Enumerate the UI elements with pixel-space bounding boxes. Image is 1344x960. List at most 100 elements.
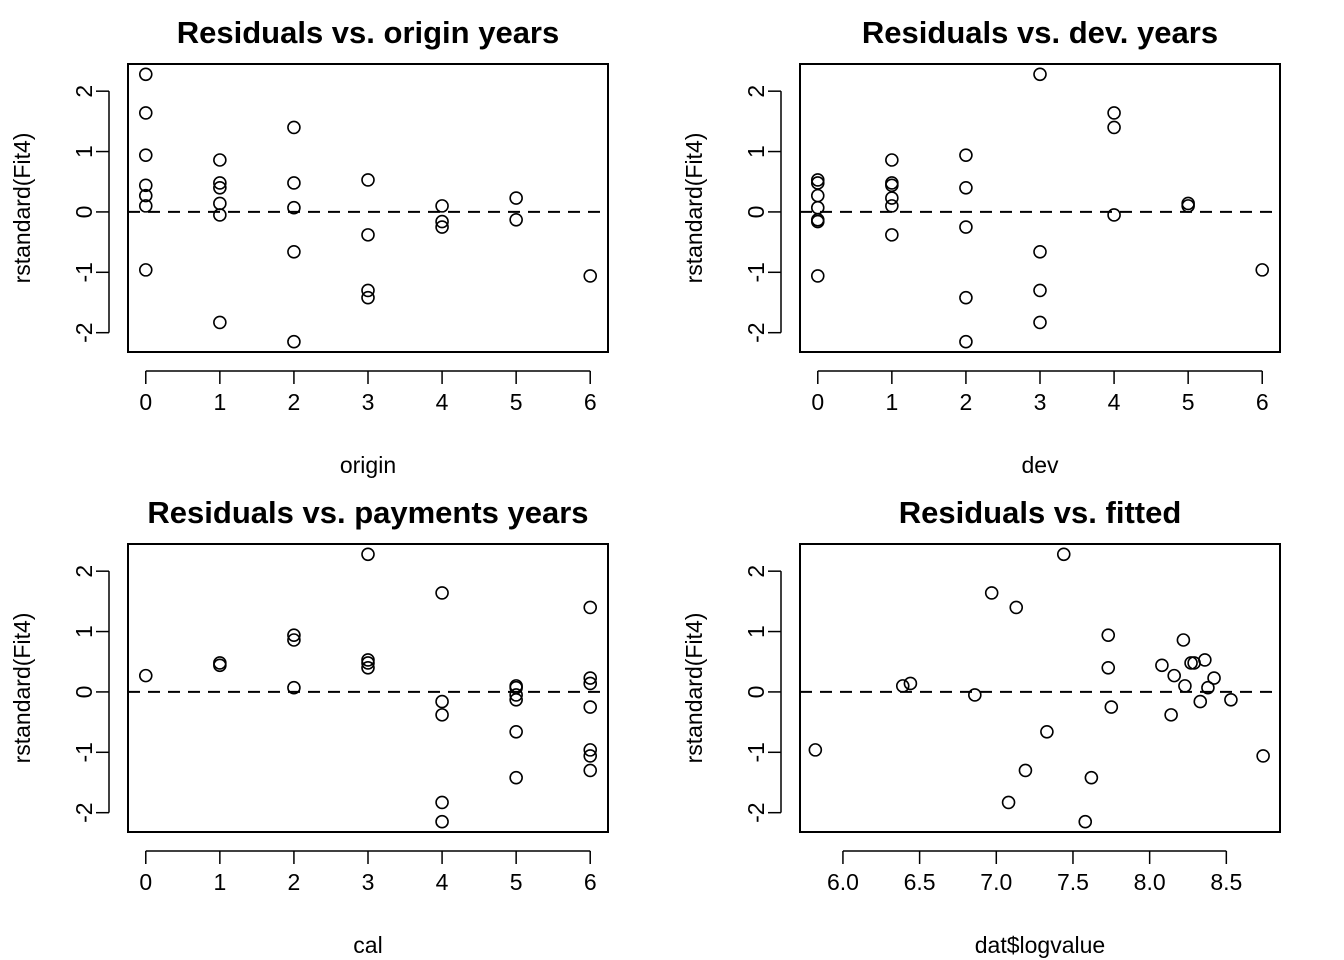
x-tick-label: 5 <box>510 389 523 415</box>
data-point <box>138 199 153 213</box>
data-point <box>1104 700 1119 714</box>
data-point <box>1040 724 1054 739</box>
data-point <box>1033 244 1047 259</box>
plot-frame <box>127 543 609 833</box>
x-tick-label: 7.0 <box>980 869 1012 895</box>
y-axis-label: rstandard(Fit4) <box>9 133 35 284</box>
x-tick-label: 3 <box>1034 389 1047 415</box>
data-point <box>138 188 153 203</box>
data-point <box>1107 120 1121 135</box>
y-tick-label: -1 <box>71 262 97 282</box>
data-point <box>810 188 825 203</box>
chart-title: Residuals vs. fitted <box>899 495 1182 530</box>
y-tick-label: -1 <box>743 742 769 762</box>
data-point <box>361 228 375 242</box>
x-tick-label: 3 <box>362 389 375 415</box>
data-point <box>1107 208 1121 222</box>
y-tick-label: 1 <box>743 625 769 638</box>
x-tick-label: 5 <box>1182 389 1195 415</box>
data-point <box>1155 658 1169 673</box>
data-point <box>213 176 227 190</box>
plot-frame <box>799 63 1281 353</box>
data-point <box>138 67 153 82</box>
x-tick-label: 1 <box>213 869 226 895</box>
y-tick-label: -2 <box>743 322 769 342</box>
data-point <box>810 173 825 187</box>
data-point <box>968 688 982 702</box>
data-point <box>213 658 227 673</box>
data-point <box>361 656 375 670</box>
data-point <box>361 173 375 187</box>
data-point <box>1181 199 1195 213</box>
x-tick-label: 6 <box>584 869 597 895</box>
data-point <box>138 263 153 277</box>
y-axis-label: rstandard(Fit4) <box>9 613 35 764</box>
x-tick-label: 0 <box>811 389 824 415</box>
data-point <box>213 208 227 222</box>
data-point <box>361 547 375 562</box>
data-point <box>885 153 899 167</box>
data-point <box>1056 547 1071 562</box>
data-point <box>885 228 899 242</box>
data-point <box>959 220 973 234</box>
data-point <box>138 148 153 162</box>
x-tick-label: 2 <box>960 389 973 415</box>
scatter-panel-1: Residuals vs. origin years 0 1 2 3 4 5 6 origin -… <box>9 15 609 478</box>
data-point <box>1033 283 1047 298</box>
x-tick-label: 0 <box>139 869 152 895</box>
x-tick-label: 1 <box>213 389 226 415</box>
data-point <box>509 770 523 785</box>
x-tick-label: 6 <box>584 389 597 415</box>
data-point <box>213 180 227 195</box>
data-point <box>361 660 375 675</box>
data-point <box>1224 692 1238 707</box>
data-point <box>1009 600 1024 615</box>
data-point <box>903 676 918 691</box>
data-point <box>1078 814 1093 829</box>
data-point <box>1178 679 1192 693</box>
data-point <box>287 334 301 349</box>
y-tick-label: -2 <box>71 322 97 342</box>
data-point <box>287 628 301 642</box>
data-point <box>895 679 910 693</box>
data-point <box>213 153 227 167</box>
x-tick-label: 4 <box>436 869 449 895</box>
data-point <box>959 148 973 162</box>
y-tick-label: 1 <box>743 145 769 158</box>
data-point <box>1198 653 1212 667</box>
data-point <box>959 334 973 349</box>
plot-frame <box>127 63 609 353</box>
x-tick-label: 4 <box>1108 389 1121 415</box>
data-point <box>1201 680 1215 695</box>
data-point <box>435 214 449 229</box>
data-point <box>885 191 899 205</box>
data-point <box>138 106 153 120</box>
y-tick-label: 1 <box>71 145 97 158</box>
data-point <box>810 176 825 190</box>
data-point <box>808 743 823 757</box>
data-point <box>287 120 301 135</box>
data-point <box>213 315 227 330</box>
data-point <box>810 269 825 283</box>
data-point <box>885 199 899 213</box>
data-point <box>1176 633 1191 647</box>
data-point <box>1001 795 1016 810</box>
data-point <box>435 199 449 213</box>
x-tick-label: 6 <box>1256 389 1269 415</box>
data-point <box>1084 770 1099 785</box>
data-point <box>1033 67 1047 82</box>
data-point <box>435 220 449 234</box>
data-point <box>509 692 523 707</box>
scatter-panel-3: Residuals vs. payments years 0 1 2 3 4 5 6 cal -2… <box>9 495 609 958</box>
x-tick-label: 8.5 <box>1210 869 1242 895</box>
chart-title: Residuals vs. payments years <box>147 495 588 530</box>
data-point <box>1018 763 1033 778</box>
data-point <box>435 708 449 722</box>
x-tick-label: 0 <box>139 389 152 415</box>
x-tick-label: 5 <box>510 869 523 895</box>
data-point <box>287 244 301 259</box>
data-point <box>810 200 825 215</box>
data-point <box>213 196 227 211</box>
chart-title: Residuals vs. origin years <box>177 15 560 50</box>
chart-title: Residuals vs. dev. years <box>862 15 1218 50</box>
